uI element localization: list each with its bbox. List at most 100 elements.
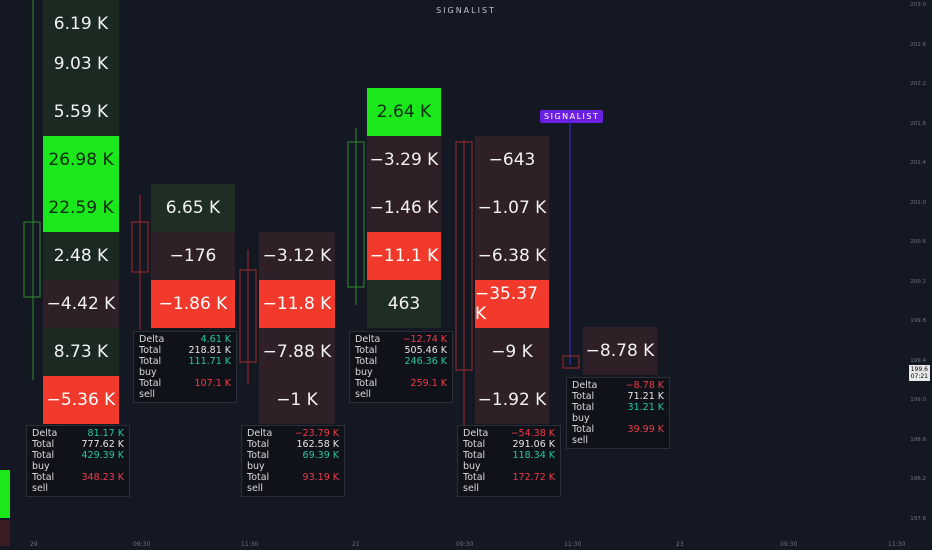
footprint-cell: −3.29 K (367, 136, 441, 184)
summary-label: Total (355, 345, 378, 356)
summary-row-delta: Delta −8.78 K (572, 380, 664, 391)
summary-value: 172.72 K (512, 472, 556, 483)
summary-value: −54.38 K (510, 428, 555, 439)
footprint-cell: 2.64 K (367, 88, 441, 136)
candle-body (23, 221, 41, 298)
summary-label: Total (139, 345, 162, 356)
current-price-tag: 199.6 07:21 (908, 365, 930, 381)
summary-value: 4.61 K (200, 334, 231, 345)
footprint-cell: 6.65 K (151, 184, 235, 232)
summary-label: Total buy (355, 356, 378, 378)
price-tick: 203.0 (910, 2, 926, 8)
summary-label: Total buy (572, 402, 595, 424)
summary-value: −23.79 K (294, 428, 339, 439)
price-tick: 198.2 (910, 476, 926, 482)
footprint-cell: 5.59 K (43, 88, 119, 136)
summary-label: Total sell (355, 378, 378, 400)
candle-summary-box: Delta −23.79 K Total 162.58 K Total buy 69.39… (241, 425, 345, 497)
time-tick: 21 (352, 541, 360, 548)
footprint-cell: −3.12 K (259, 232, 335, 280)
summary-label: Total (572, 391, 595, 402)
summary-row-buy: Total buy 111.71 K (139, 356, 231, 378)
summary-row-total: Total 505.46 K (355, 345, 447, 356)
summary-value: 429.39 K (81, 450, 125, 461)
current-price: 199.6 (910, 366, 928, 373)
footprint-cell: −1.86 K (151, 280, 235, 328)
summary-label: Delta (247, 428, 273, 439)
time-tick: 09:30 (780, 541, 798, 548)
footprint-cell: 26.98 K (43, 136, 119, 184)
summary-row-sell: Total sell 348.23 K (32, 472, 124, 494)
summary-label: Total sell (32, 472, 55, 494)
signalist-badge[interactable]: SIGNALIST (540, 110, 604, 123)
summary-row-total: Total 71.21 K (572, 391, 664, 402)
footprint-cell: 8.73 K (43, 328, 119, 376)
summary-value: 111.71 K (188, 356, 232, 367)
summary-label: Total buy (463, 450, 486, 472)
candle-body (455, 141, 473, 371)
footprint-cell: −1.46 K (367, 184, 441, 232)
summary-value: −12.74 K (402, 334, 447, 345)
summary-value: 777.62 K (81, 439, 125, 450)
footprint-cell: 2.48 K (43, 232, 119, 280)
candle-body (347, 141, 365, 288)
summary-row-buy: Total buy 69.39 K (247, 450, 339, 472)
time-tick: 09:30 (133, 541, 151, 548)
price-tick: 199.0 (910, 397, 926, 403)
summary-row-sell: Total sell 93.19 K (247, 472, 339, 494)
summary-label: Total buy (32, 450, 55, 472)
summary-row-total: Total 162.58 K (247, 439, 339, 450)
footprint-cell: −5.36 K (43, 376, 119, 424)
candle-body (239, 269, 257, 363)
footprint-cell: −8.78 K (583, 327, 657, 375)
summary-label: Total (32, 439, 55, 450)
summary-row-buy: Total buy 31.21 K (572, 402, 664, 424)
summary-label: Delta (139, 334, 165, 345)
summary-row-total: Total 218.81 K (139, 345, 231, 356)
summary-value: 118.34 K (512, 450, 556, 461)
candle-summary-box: Delta −8.78 K Total 71.21 K Total buy 31.21 K… (566, 377, 670, 449)
summary-label: Total buy (139, 356, 162, 378)
summary-label: Delta (355, 334, 381, 345)
footprint-cell: 463 (367, 280, 441, 328)
summary-row-sell: Total sell 39.99 K (572, 424, 664, 446)
summary-value: 259.1 K (410, 378, 447, 389)
footprint-cell: −11.8 K (259, 280, 335, 328)
summary-value: 39.99 K (627, 424, 664, 435)
summary-row-sell: Total sell 259.1 K (355, 378, 447, 400)
candle-summary-box: Delta 4.61 K Total 218.81 K Total buy 111.71 … (133, 331, 237, 403)
price-tick: 197.8 (910, 515, 926, 522)
footprint-cell: −9 K (475, 328, 549, 376)
footprint-cell: −6.38 K (475, 232, 549, 280)
footprint-cell: −4.42 K (43, 280, 119, 328)
summary-label: Delta (572, 380, 598, 391)
summary-row-buy: Total buy 429.39 K (32, 450, 124, 472)
edge-red-bar (0, 520, 10, 546)
summary-label: Total sell (139, 378, 162, 400)
summary-label: Total (463, 439, 486, 450)
price-tick: 200.6 (910, 239, 926, 245)
price-tick: 201.8 (910, 120, 926, 127)
summary-label: Total sell (572, 424, 595, 446)
edge-green-bar (0, 470, 10, 518)
time-tick: 23 (676, 541, 684, 548)
time-tick: 11:30 (241, 541, 259, 548)
summary-value: 31.21 K (627, 402, 664, 413)
summary-row-total: Total 777.62 K (32, 439, 124, 450)
candle-body (131, 221, 149, 273)
summary-label: Delta (463, 428, 489, 439)
watermark-title: SIGNALIST (436, 6, 496, 15)
summary-value: −8.78 K (625, 380, 664, 391)
time-tick: 11:30 (888, 541, 906, 548)
candle-summary-box: Delta 81.17 K Total 777.62 K Total buy 429.39… (26, 425, 130, 497)
summary-row-buy: Total buy 246.36 K (355, 356, 447, 378)
summary-value: 246.36 K (404, 356, 448, 367)
price-tick: 202.2 (910, 81, 926, 87)
summary-value: 81.17 K (87, 428, 124, 439)
price-tick: 201.0 (910, 199, 926, 206)
footprint-cell: −1 K (259, 376, 335, 424)
footprint-cell: 22.59 K (43, 184, 119, 232)
footprint-cell: −643 (475, 136, 549, 184)
summary-label: Delta (32, 428, 58, 439)
